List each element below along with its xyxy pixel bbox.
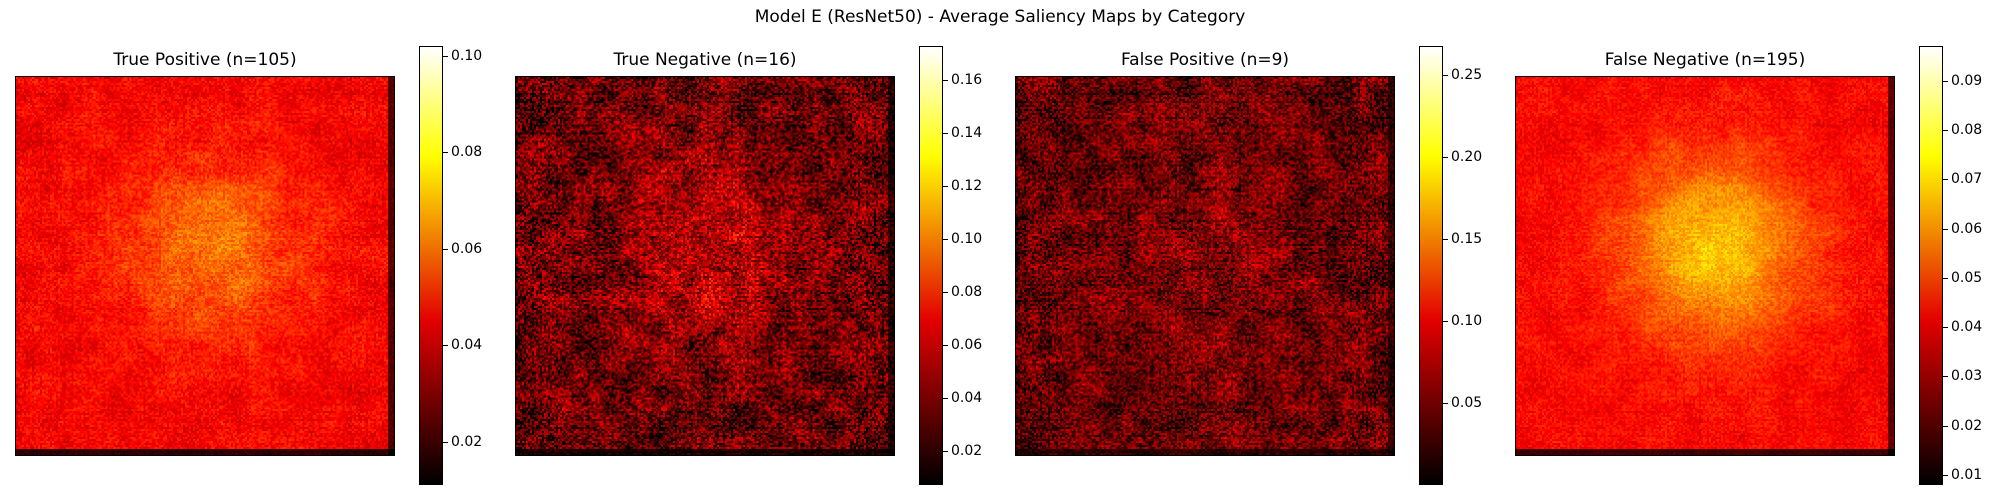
colorbar-tick-label: 0.07 [1951,171,1983,188]
colorbar-tick [443,441,448,443]
colorbar-tick [943,344,948,346]
colorbar-tick [1943,376,1948,378]
panel-title: False Negative (n=195) [1604,50,1806,70]
panel-title: True Positive (n=105) [113,50,297,70]
colorbar: 0.05 0.10 0.15 0.20 0.25 [1419,46,1482,485]
colorbar-tick [943,397,948,399]
colorbar-tick-label: 0.02 [451,433,483,450]
colorbar-tick-label: 0.03 [1951,368,1983,385]
figure-title: Model E (ResNet50) - Average Saliency Ma… [754,7,1246,27]
colorbar-tick-label: 0.14 [951,125,983,142]
colorbar: 0.01 0.02 0.03 0.04 0.05 0.06 0.07 0.08 0.09 [1919,46,1982,485]
panel-title: False Positive (n=9) [1120,50,1290,70]
colorbar-tick-label: 0.05 [1951,269,1983,286]
colorbar-tick [443,152,448,154]
colorbar-tick-label: 0.15 [1451,231,1483,248]
colorbar-tick-label: 0.10 [1451,313,1483,330]
colorbar-tick-label: 0.04 [1951,319,1983,336]
saliency-map [515,76,895,456]
colorbar-tick [1943,327,1948,329]
colorbar-tick [1943,475,1948,477]
colorbar-tick-label: 0.04 [951,389,983,406]
colorbar-tick-label: 0.16 [951,72,983,89]
colorbar-tick [1443,403,1448,405]
colorbar-tick-label: 0.06 [1951,220,1983,237]
colorbar-tick [443,345,448,347]
colorbar-tick-label: 0.04 [451,337,483,354]
colorbar: 0.02 0.04 0.06 0.08 0.10 0.12 0.14 0.16 [919,46,982,485]
colorbar-tick [1443,157,1448,159]
colorbar-tick [943,239,948,241]
colorbar-tick-label: 0.02 [1951,417,1983,434]
colorbar-tick-label: 0.02 [951,442,983,459]
colorbar-tick-label: 0.09 [1951,72,1983,89]
colorbar-tick [1943,80,1948,82]
colorbar-tick-label: 0.10 [951,231,983,248]
colorbar-tick [1943,179,1948,181]
saliency-map [1015,76,1395,456]
colorbar-tick [943,186,948,188]
colorbar-tick [943,291,948,293]
saliency-map [1515,76,1895,456]
colorbar-tick-label: 0.12 [951,178,983,195]
colorbar-tick [443,55,448,57]
colorbar-tick [943,80,948,82]
colorbar-tick-label: 0.06 [451,240,483,257]
colorbar-tick-label: 0.05 [1451,395,1483,412]
colorbar-tick [1443,239,1448,241]
colorbar-tick-label: 0.08 [951,283,983,300]
colorbar-tick [943,450,948,452]
colorbar-tick-label: 0.06 [951,336,983,353]
colorbar-tick [1943,228,1948,230]
colorbar-tick [1443,75,1448,77]
saliency-map [15,76,395,456]
colorbar-tick [1943,425,1948,427]
colorbar-tick-label: 0.08 [451,144,483,161]
panel-title: True Negative (n=16) [613,50,797,70]
colorbar-tick-label: 0.08 [1951,121,1983,138]
colorbar-tick-label: 0.10 [451,47,483,64]
colorbar-tick [1943,277,1948,279]
colorbar: 0.02 0.04 0.06 0.08 0.10 [419,46,482,485]
colorbar-tick [943,133,948,135]
colorbar-tick [443,248,448,250]
colorbar-tick-label: 0.20 [1451,149,1483,166]
colorbar-tick [1443,321,1448,323]
colorbar-tick-label: 0.25 [1451,67,1483,84]
colorbar-tick [1943,129,1948,131]
colorbar-tick-label: 0.01 [1951,467,1983,484]
